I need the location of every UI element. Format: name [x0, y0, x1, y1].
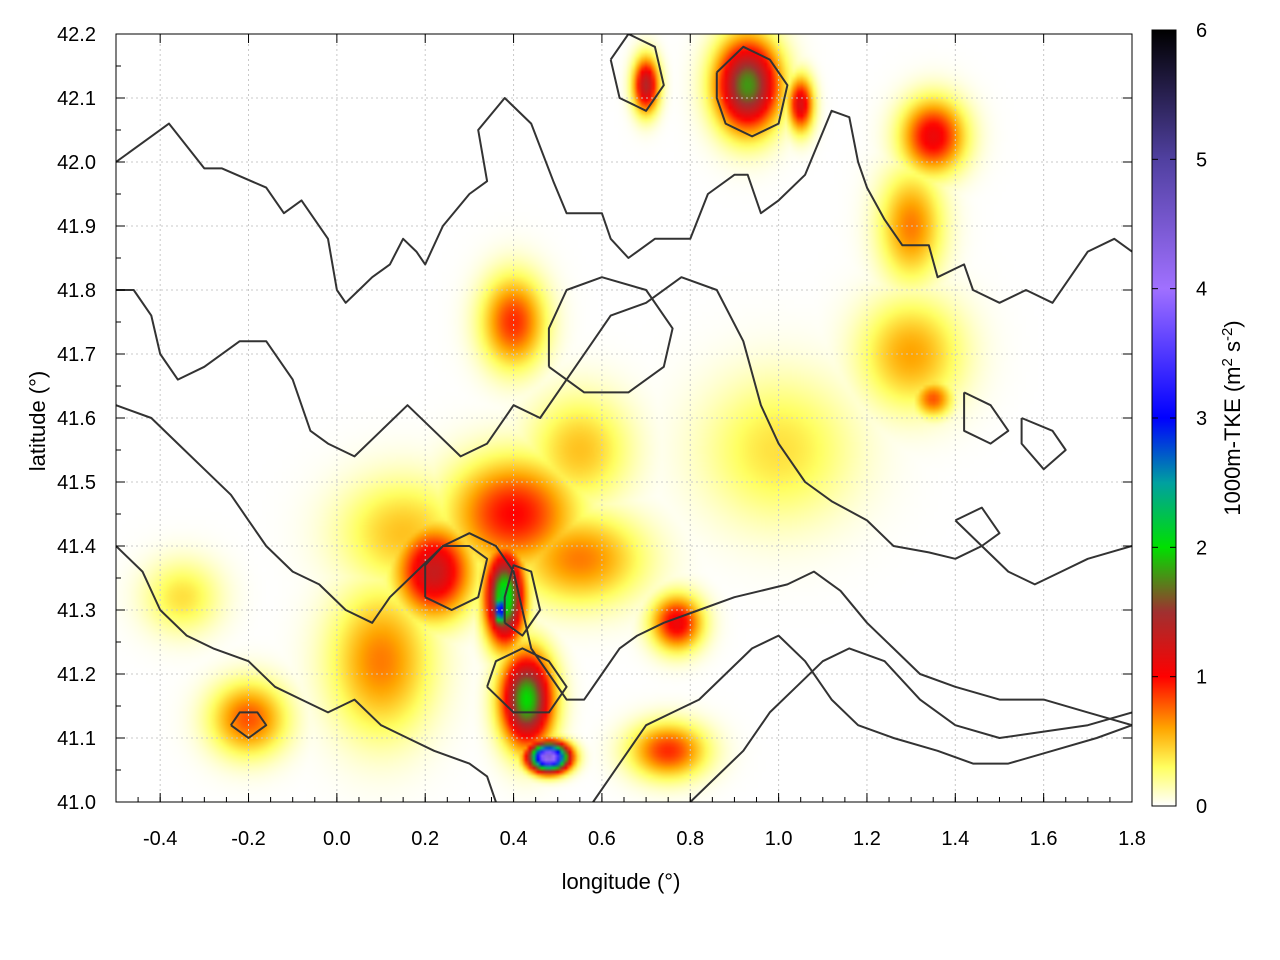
colorbar-tick-label: 4 [1196, 279, 1207, 301]
y-tick-label: 41.4 [57, 536, 96, 558]
colorbar-tick-label: 5 [1196, 149, 1207, 171]
colorbar-tick-label: 6 [1196, 20, 1207, 42]
x-tick-label: 1.4 [941, 828, 969, 850]
axis-ticks [115, 33, 1133, 803]
contour-line [230, 711, 268, 739]
colorbar-title-part1: 1000m-TKE (m [1220, 366, 1245, 515]
y-tick-label: 41.2 [57, 664, 96, 686]
x-tick-label: 1.2 [853, 828, 881, 850]
y-tick-label: 41.7 [57, 344, 96, 366]
x-tick-label: 0.2 [411, 828, 439, 850]
tke-heatmap [116, 34, 1132, 802]
x-tick-label: 1.6 [1030, 828, 1058, 850]
contour-line [503, 564, 542, 637]
y-tick-label: 41.6 [57, 408, 96, 430]
x-tick-label: 0.8 [676, 828, 704, 850]
y-tick-label: 41.3 [57, 600, 96, 622]
colorbar-tick-label: 2 [1196, 537, 1207, 559]
y-tick-label: 41.9 [57, 216, 96, 238]
y-tick-labels: 41.0 41.1 41.2 41.3 41.4 41.5 41.6 41.7 41.8 41.9… [57, 24, 96, 814]
colorbar-title-sup1: 2 [1219, 358, 1236, 366]
y-tick-label: 42.2 [57, 24, 96, 46]
y-axis-title: latitude (°) [25, 371, 50, 472]
colorbar-tick-label: 0 [1196, 796, 1207, 818]
terrain-contours [116, 34, 1132, 802]
colorbar-title-sup2: -2 [1219, 328, 1236, 341]
y-tick-label: 41.5 [57, 472, 96, 494]
colorbar-tick-label: 3 [1196, 408, 1207, 430]
contour-line [1020, 417, 1067, 471]
x-tick-label: 0.0 [323, 828, 351, 850]
contour-line [609, 34, 665, 112]
contour-line [963, 391, 1010, 445]
contour-line [116, 276, 1132, 586]
x-tick-labels: -0.4 -0.2 0.0 0.2 0.4 0.6 0.8 1.0 1.2 1.4 1.6 1.8 [143, 828, 1146, 850]
x-axis-title: longitude (°) [562, 869, 681, 894]
colorbar-title-part3: ) [1220, 320, 1245, 327]
x-tick-label: 1.0 [765, 828, 793, 850]
contour-line [116, 404, 1132, 727]
contour-line [424, 545, 489, 611]
x-tick-label: -0.2 [231, 828, 265, 850]
colorbar-title-part2: s [1220, 341, 1245, 358]
contour-line [486, 647, 568, 714]
contour-line [116, 97, 1132, 304]
x-tick-label: 0.4 [500, 828, 528, 850]
x-tick-label: -0.4 [143, 828, 177, 850]
contour-line [689, 647, 1132, 802]
y-tick-label: 42.1 [57, 88, 96, 110]
colorbar-title: 1000m-TKE (m2 s-2) [1219, 320, 1246, 515]
x-tick-label: 1.8 [1118, 828, 1146, 850]
x-tick-label: 0.6 [588, 828, 616, 850]
contour-line [116, 545, 497, 802]
contour-line [592, 634, 1132, 802]
y-tick-label: 41.1 [57, 728, 96, 750]
grid-lines [116, 34, 1132, 802]
contour-line [547, 276, 674, 394]
colorbar-ticks: 0 1 2 3 4 5 6 [1152, 20, 1207, 818]
y-tick-label: 42.0 [57, 152, 96, 174]
contour-line [954, 506, 1001, 547]
y-tick-label: 41.8 [57, 280, 96, 302]
y-tick-label: 41.0 [57, 792, 96, 814]
contour-line [715, 45, 789, 138]
colorbar-tick-label: 1 [1196, 667, 1207, 689]
